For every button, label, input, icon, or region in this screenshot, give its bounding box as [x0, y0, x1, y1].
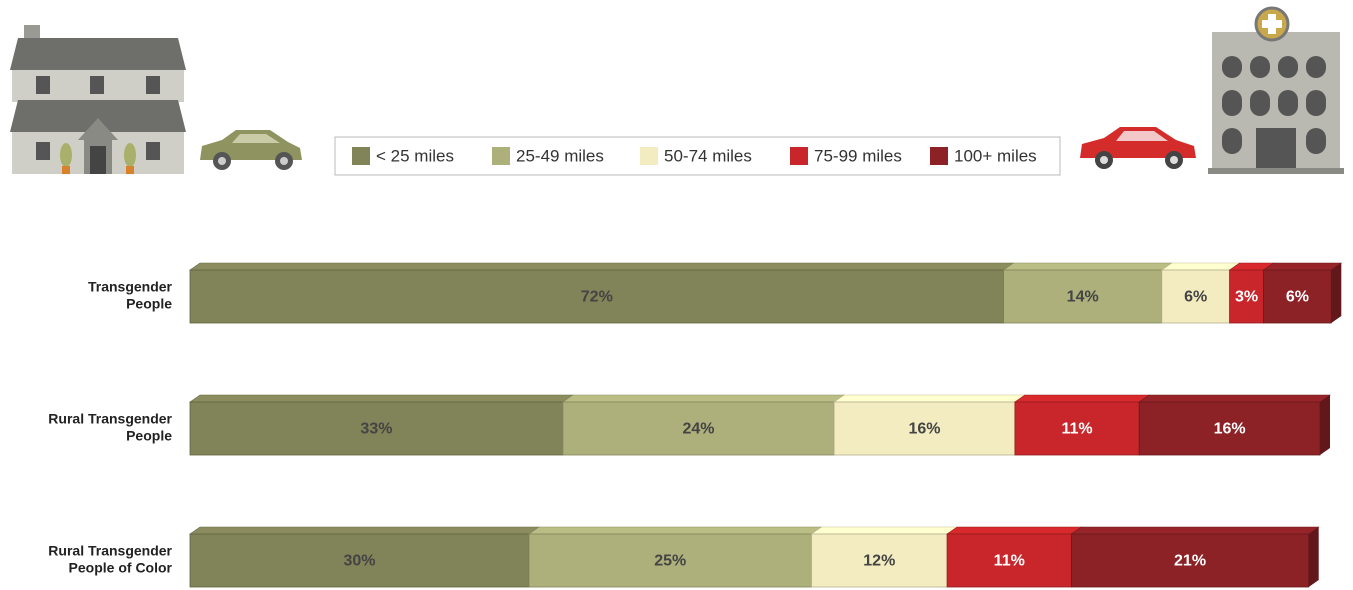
- value-label: 11%: [994, 553, 1025, 570]
- legend-label: 25-49 miles: [516, 146, 604, 165]
- bar-top: [833, 394, 1026, 403]
- category-label: Transgender: [88, 279, 173, 295]
- bar-top: [561, 394, 846, 403]
- bar: [562, 401, 835, 456]
- bar: [189, 269, 1004, 324]
- category-label: Rural Transgender: [48, 543, 172, 559]
- bar-top: [1002, 262, 1173, 271]
- bar-top: [1138, 394, 1331, 403]
- value-label: 25%: [654, 553, 686, 570]
- value-label: 11%: [1061, 421, 1092, 438]
- house-icon: [10, 25, 186, 174]
- value-label: 16%: [1214, 421, 1246, 438]
- legend-swatch: [352, 147, 370, 165]
- category-label: Rural Transgender: [48, 411, 172, 427]
- legend-swatch: [640, 147, 658, 165]
- value-label: 12%: [863, 553, 895, 570]
- bar-top: [189, 394, 574, 403]
- bar: [528, 533, 812, 588]
- legend-label: 50-74 miles: [664, 146, 752, 165]
- category-label: People: [126, 296, 172, 312]
- bar-top: [189, 262, 1015, 271]
- value-label: 14%: [1067, 289, 1099, 306]
- bar-top: [189, 526, 540, 535]
- category-label: People: [126, 428, 172, 444]
- bar-top: [1262, 262, 1343, 271]
- bar: [1071, 533, 1310, 588]
- value-label: 16%: [908, 421, 940, 438]
- legend-label: 100+ miles: [954, 146, 1037, 165]
- bar-top: [1160, 262, 1241, 271]
- car-icon: [200, 130, 302, 170]
- bar: [1003, 269, 1163, 324]
- value-label: 3%: [1235, 289, 1258, 306]
- bar-side: [1308, 527, 1319, 587]
- bar: [1014, 401, 1140, 456]
- category-label: People of Color: [69, 560, 173, 576]
- bar: [1138, 401, 1321, 456]
- legend-label: 75-99 miles: [814, 146, 902, 165]
- hospital-icon: [1208, 6, 1344, 174]
- bar-top: [946, 526, 1083, 535]
- bar: [833, 401, 1016, 456]
- value-label: 6%: [1286, 289, 1309, 306]
- bar-top: [1013, 394, 1151, 403]
- bar-top: [810, 526, 959, 535]
- bar: [189, 533, 530, 588]
- bar: [1161, 269, 1231, 324]
- value-label: 24%: [682, 421, 714, 438]
- value-label: 72%: [581, 289, 613, 306]
- bar: [811, 533, 948, 588]
- bar: [1229, 269, 1264, 324]
- value-label: 21%: [1174, 553, 1206, 570]
- car-icon: [1080, 127, 1196, 169]
- value-label: 30%: [343, 553, 375, 570]
- legend-swatch: [790, 147, 808, 165]
- bar-side: [1320, 395, 1330, 455]
- legend-label: < 25 miles: [376, 146, 454, 165]
- bar: [189, 401, 564, 456]
- bar-side: [1331, 263, 1342, 323]
- value-label: 6%: [1184, 289, 1207, 306]
- legend-swatch: [930, 147, 948, 165]
- value-label: 33%: [360, 421, 392, 438]
- bar-top: [1070, 526, 1320, 535]
- legend-swatch: [492, 147, 510, 165]
- bar: [946, 533, 1072, 588]
- bar: [1263, 269, 1332, 324]
- bar-top: [528, 526, 823, 535]
